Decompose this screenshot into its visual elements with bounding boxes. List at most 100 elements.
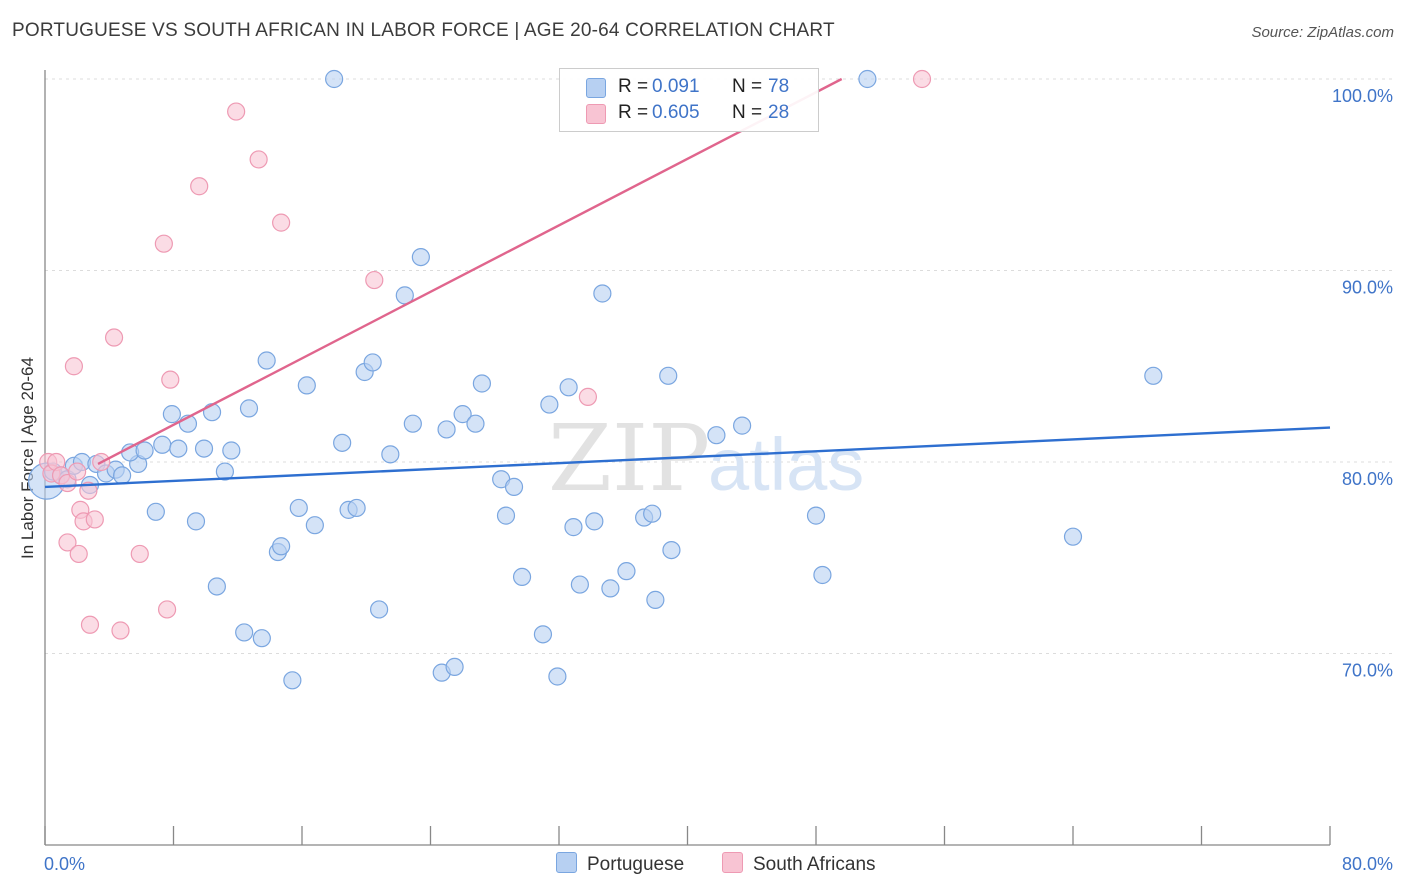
south-african-point xyxy=(578,387,598,406)
portuguese-point xyxy=(169,439,188,458)
portuguese-point xyxy=(437,420,456,439)
portuguese-point xyxy=(540,395,559,414)
portuguese-point xyxy=(235,623,254,642)
portuguese-point xyxy=(194,439,214,458)
y-axis-label: In Labor Force | Age 20-64 xyxy=(18,357,37,559)
portuguese-point xyxy=(207,577,226,596)
south-african-point xyxy=(912,69,932,89)
south-african-point xyxy=(111,621,130,640)
portuguese-point xyxy=(222,441,241,460)
portuguese-point xyxy=(593,284,612,303)
bottom-legend-south-africans: South Africans xyxy=(722,852,876,876)
south-african-point xyxy=(79,481,98,500)
bottom-legend-portuguese: Portuguese xyxy=(556,852,684,876)
y-tick-label: 80.0% xyxy=(1342,469,1393,489)
portuguese-point xyxy=(466,414,485,433)
portuguese-point xyxy=(617,562,636,581)
portuguese-point xyxy=(733,416,752,435)
portuguese-point xyxy=(570,575,589,594)
south-african-point xyxy=(58,533,77,552)
portuguese-point xyxy=(162,405,181,424)
chart-source: Source: ZipAtlas.com xyxy=(1251,24,1394,41)
portuguese-point xyxy=(252,629,271,648)
portuguese-point xyxy=(601,579,620,598)
portuguese-point xyxy=(1144,366,1163,385)
portuguese-trend-line xyxy=(44,426,1331,489)
watermark: ZIP atlas xyxy=(548,405,864,512)
legend-swatch-portuguese xyxy=(586,78,606,98)
legend-r-label: R = xyxy=(618,76,649,97)
portuguese-point xyxy=(585,512,604,531)
south-african-point xyxy=(154,234,173,253)
portuguese-point xyxy=(146,502,165,521)
south-african-point xyxy=(68,462,87,481)
portuguese-point xyxy=(548,667,567,686)
legend-r-label: R = xyxy=(618,102,649,123)
legend-n-value: 78 xyxy=(768,76,790,97)
y-tick-label: 90.0% xyxy=(1342,278,1393,298)
portuguese-point xyxy=(153,435,172,454)
portuguese-point xyxy=(112,466,132,485)
south-african-point xyxy=(130,544,149,564)
trend-lines xyxy=(44,77,1331,489)
tick-labels: 100.0% 90.0% 80.0% 70.0% 0.0% 80.0% xyxy=(44,86,1393,874)
south-african-trend-line xyxy=(97,77,843,465)
x-tick-label: 0.0% xyxy=(44,854,85,874)
portuguese-point xyxy=(504,477,524,496)
portuguese-point xyxy=(472,374,491,393)
portuguese-point xyxy=(333,433,352,452)
portuguese-point xyxy=(643,504,662,523)
south-african-point xyxy=(161,370,180,389)
south-african-point xyxy=(157,600,177,619)
portuguese-point xyxy=(445,657,464,677)
south-african-point xyxy=(85,510,104,529)
portuguese-point xyxy=(559,378,578,397)
portuguese-point xyxy=(646,590,665,609)
portuguese-point xyxy=(403,414,422,433)
portuguese-point xyxy=(1063,527,1083,546)
south-african-point xyxy=(80,615,100,634)
portuguese-point xyxy=(662,540,681,560)
portuguese-point xyxy=(297,376,316,395)
legend-r-value: 0.605 xyxy=(652,102,700,123)
portuguese-point xyxy=(370,600,389,619)
legend-swatch-south-africans xyxy=(586,104,606,124)
chart-title: PORTUGUESE VS SOUTH AFRICAN IN LABOR FOR… xyxy=(12,20,835,41)
y-tick-label: 70.0% xyxy=(1342,661,1393,681)
portuguese-point xyxy=(512,567,532,587)
portuguese-point xyxy=(363,353,382,372)
portuguese-point xyxy=(533,625,553,644)
portuguese-point xyxy=(381,445,400,464)
legend: R = 0.091 N = 78 R = 0.605 N = 28 xyxy=(559,68,819,132)
portuguese-point xyxy=(325,69,344,89)
portuguese-point xyxy=(257,351,276,370)
portuguese-point xyxy=(135,441,154,460)
south-african-point xyxy=(69,544,88,564)
portuguese-point xyxy=(272,537,291,556)
south-african-point xyxy=(104,328,124,347)
portuguese-point xyxy=(283,671,302,690)
bottom-legend-swatch-portuguese xyxy=(556,852,577,873)
portuguese-point xyxy=(347,498,366,518)
portuguese-point xyxy=(215,462,234,481)
portuguese-point xyxy=(707,426,726,445)
y-tick-label: 100.0% xyxy=(1332,86,1393,106)
portuguese-point xyxy=(806,506,826,525)
watermark-atlas: atlas xyxy=(708,423,864,506)
legend-r-value: 0.091 xyxy=(652,76,700,97)
portuguese-point xyxy=(453,405,472,424)
portuguese-point xyxy=(186,512,206,531)
watermark-zip: ZIP xyxy=(548,405,710,512)
portuguese-point xyxy=(564,518,583,537)
portuguese-point xyxy=(239,399,259,418)
legend-n-label: N = xyxy=(732,76,763,97)
portuguese-point xyxy=(496,506,516,525)
gridlines xyxy=(45,78,1395,654)
portuguese-point xyxy=(659,366,678,385)
bottom-legend-label-south-africans: South Africans xyxy=(753,854,876,875)
x-tick-label: 80.0% xyxy=(1342,854,1393,874)
portuguese-point xyxy=(813,565,832,585)
portuguese-points xyxy=(28,69,1163,690)
south-african-point xyxy=(227,102,246,121)
